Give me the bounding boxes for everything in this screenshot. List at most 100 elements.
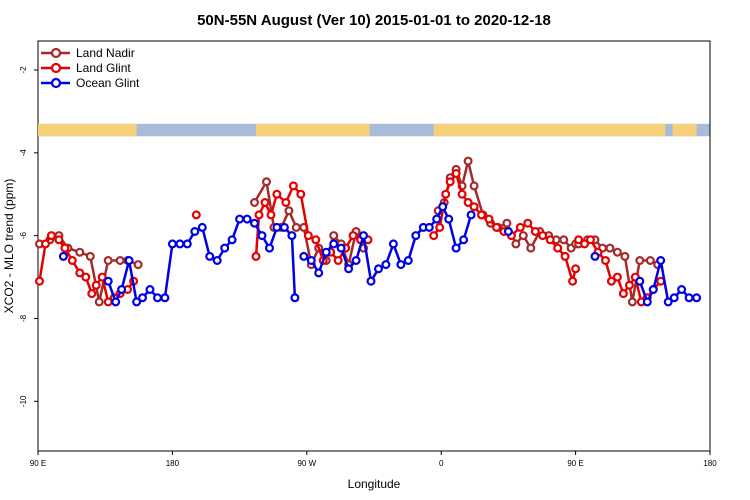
ocean-glint-point [466, 210, 476, 220]
land-nadir-point [635, 256, 645, 266]
ocean-glint-point [145, 285, 155, 295]
land-glint-point [600, 256, 610, 266]
land-glint-point [568, 276, 578, 286]
ocean-glint-point [648, 285, 658, 295]
ocean-glint-point [58, 251, 68, 261]
ocean-glint-point [153, 293, 163, 303]
land-glint-point [580, 239, 590, 249]
ocean-glint-point [321, 247, 331, 257]
land-glint-point [260, 198, 270, 208]
land-nadir-point [605, 243, 615, 253]
land-glint-point [451, 169, 461, 179]
land-glint-point [91, 280, 101, 290]
ocean-glint-point [212, 256, 222, 266]
ocean-glint-point [279, 222, 289, 232]
land-glint-point [87, 289, 97, 299]
ocean-glint-point [235, 214, 245, 224]
ocean-glint-point [227, 235, 237, 245]
land-glint-point [75, 268, 85, 278]
land-mask-band [38, 123, 710, 137]
legend-swatch-marker [50, 47, 62, 59]
ocean-glint-point [411, 231, 421, 241]
x-tick-label: 180 [166, 459, 180, 468]
x-axis: 90 E 180 90 W 0 90 E 180 [30, 451, 717, 468]
land-glint-point [97, 272, 107, 282]
land-nadir-point [518, 231, 528, 241]
land-nadir-point [94, 297, 104, 307]
ocean-glint-point [438, 202, 448, 212]
land-glint-point [296, 189, 306, 199]
y-tick-label: -2 [19, 66, 28, 74]
series-group [34, 156, 702, 307]
ocean-glint-point [117, 285, 127, 295]
land-nadir-point [620, 251, 630, 261]
ocean-glint-point [257, 231, 267, 241]
land-glint-point [515, 222, 525, 232]
land-glint-point [81, 272, 91, 282]
land-nadir-point [526, 243, 536, 253]
land-glint-point [477, 210, 487, 220]
land-band-segment [38, 123, 128, 137]
plot-area [37, 40, 711, 452]
land-nadir-point [75, 247, 85, 257]
ocean-glint-point [424, 222, 434, 232]
ocean-glint-point [299, 251, 309, 261]
land-glint-point [463, 198, 473, 208]
ocean-glint-point [692, 293, 702, 303]
land-glint-point [60, 243, 70, 253]
land-glint-point [348, 231, 358, 241]
land-glint-point [484, 214, 494, 224]
y-tick-label: -8 [19, 314, 28, 322]
land-glint-point [560, 251, 570, 261]
land-glint-point [574, 235, 584, 245]
ocean-glint-point [351, 256, 361, 266]
x-tick-label: 90 E [567, 459, 583, 468]
land-nadir-point [645, 256, 655, 266]
land-nadir-point [291, 222, 301, 232]
legend-item-land-nadir: Land Nadir [41, 46, 135, 60]
legend-item-ocean-glint: Ocean Glint [41, 76, 140, 90]
land-glint-point [457, 189, 467, 199]
ocean-glint-point [111, 297, 121, 307]
ocean-glint-point [290, 293, 300, 303]
land-glint-point [618, 289, 628, 299]
ocean-glint-point [684, 293, 694, 303]
land-glint-point [585, 235, 595, 245]
ocean-glint-point [182, 239, 192, 249]
ocean-glint-point [306, 256, 316, 266]
land-nadir-point [469, 181, 479, 191]
legend-swatch-marker [50, 62, 62, 74]
land-nadir-point [463, 156, 473, 166]
ocean-glint-point [205, 251, 215, 261]
land-glint-point [311, 235, 321, 245]
land-glint-point [445, 177, 455, 187]
ocean-glint-point [396, 260, 406, 270]
land-nadir-point [612, 247, 622, 257]
ocean-glint-point [160, 293, 170, 303]
ocean-glint-point [374, 264, 384, 274]
legend-label: Land Glint [76, 61, 131, 75]
ocean-glint-point [403, 256, 413, 266]
y-tick-label: -4 [19, 149, 28, 157]
ocean-glint-point [138, 293, 148, 303]
land-nadir-point [262, 177, 272, 187]
land-glint-point [272, 189, 282, 199]
x-tick-label: 0 [439, 459, 444, 468]
land-glint-point [34, 276, 44, 286]
land-glint-point [251, 251, 261, 261]
ocean-glint-point [314, 268, 324, 278]
ocean-glint-point [366, 276, 376, 286]
land-glint-point [333, 256, 343, 266]
land-glint-point [40, 239, 50, 249]
ocean-glint-point [677, 285, 687, 295]
ocean-glint-point [190, 227, 200, 237]
y-axis: -2 -4 -6 -8 -10 [19, 66, 38, 407]
ocean-glint-point [451, 243, 461, 253]
land-glint-point [523, 218, 533, 228]
land-glint-point [606, 276, 616, 286]
ocean-glint-point [265, 243, 275, 253]
land-glint-point [441, 189, 451, 199]
legend-label: Ocean Glint [76, 76, 140, 90]
land-glint-point [288, 181, 298, 191]
